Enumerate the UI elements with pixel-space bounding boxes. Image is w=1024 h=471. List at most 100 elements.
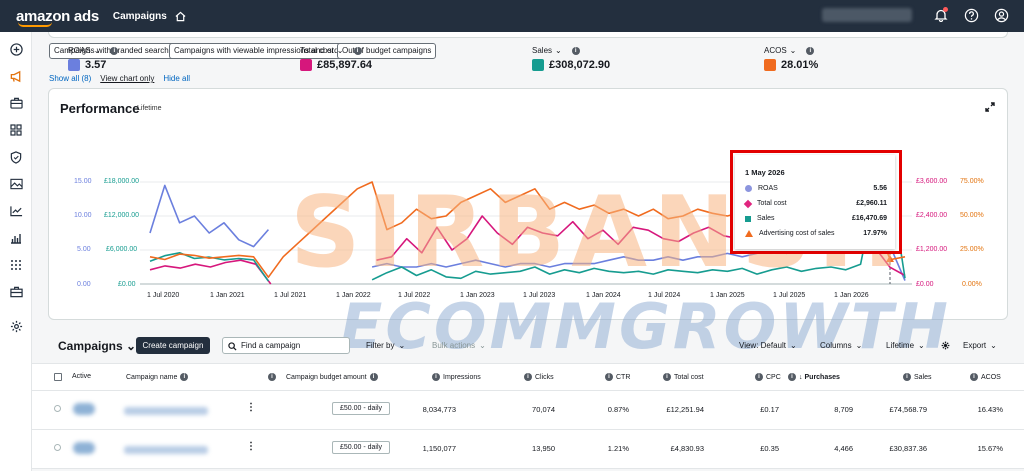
- megaphone-icon[interactable]: [9, 69, 23, 83]
- acos-axis-tick: 75.00%: [960, 178, 984, 185]
- columns-dropdown[interactable]: Columns ⌄: [820, 341, 862, 350]
- row-more-options-icon[interactable]: ⋮: [246, 403, 256, 413]
- bar-chart-icon[interactable]: [9, 231, 23, 245]
- budget-amount-field[interactable]: £50.00 - daily: [332, 402, 390, 415]
- info-icon[interactable]: i: [605, 373, 613, 381]
- chevron-down-icon: ⌄: [918, 341, 925, 350]
- info-icon[interactable]: i: [369, 373, 378, 381]
- grid-apps-icon[interactable]: [9, 123, 23, 137]
- column-acos[interactable]: i ACOS: [970, 373, 1001, 381]
- help-icon[interactable]: [962, 6, 980, 24]
- active-toggle[interactable]: [73, 442, 95, 454]
- column-info[interactable]: i: [268, 373, 276, 381]
- chevron-down-icon[interactable]: ⌄: [336, 46, 344, 55]
- metric-acos[interactable]: ACOS ⌄ i 28.01%: [764, 46, 818, 71]
- info-icon[interactable]: i: [571, 46, 580, 55]
- column-clicks[interactable]: i Clicks: [524, 373, 554, 381]
- watermark-ecommgrowth: ECOMMGROWTH: [340, 290, 951, 363]
- info-icon[interactable]: i: [755, 373, 763, 381]
- cell-purchases: 8,709: [834, 405, 853, 414]
- campaign-name-link[interactable]: [124, 407, 208, 415]
- metric-sales[interactable]: Sales ⌄ i £308,072.90: [532, 46, 610, 71]
- settings-gear-icon[interactable]: [9, 319, 23, 333]
- metric-total-cost[interactable]: Total cost ⌄ i £85,897.64: [300, 46, 372, 71]
- table-row[interactable]: [32, 391, 1024, 430]
- info-icon[interactable]: i: [110, 46, 119, 55]
- chevron-down-icon[interactable]: ⌄: [93, 46, 101, 55]
- roas-axis-tick: 10.00: [74, 212, 92, 219]
- chevron-down-icon[interactable]: ⌄: [555, 46, 562, 55]
- trend-line-icon[interactable]: [9, 204, 23, 218]
- x-axis-tick: 1 Jan 2024: [586, 292, 621, 299]
- column-campaign-budget-amount[interactable]: Campaign budget amount i: [286, 373, 378, 381]
- column-ctr[interactable]: i CTR: [605, 373, 630, 381]
- cell-sales: £74,568.79: [889, 405, 927, 414]
- show-all-link[interactable]: Show all (8): [49, 74, 92, 83]
- campaign-name-link[interactable]: [124, 446, 208, 454]
- shield-icon[interactable]: [9, 150, 23, 164]
- info-icon[interactable]: i: [903, 373, 911, 381]
- filter-by-dropdown[interactable]: Filter by ⌄: [366, 341, 405, 350]
- view-default-dropdown[interactable]: View: Default ⌄: [739, 341, 797, 350]
- lifetime-dropdown[interactable]: Lifetime ⌄: [886, 341, 925, 350]
- tooltip-value: £2,960.11: [856, 200, 887, 207]
- chevron-down-icon[interactable]: ⌄: [789, 46, 797, 55]
- column-cpc[interactable]: i CPC: [755, 373, 781, 381]
- view-chart-only-link[interactable]: View chart only: [100, 74, 155, 83]
- row-select-radio[interactable]: [54, 444, 61, 451]
- column-campaign-name[interactable]: Campaign name i: [126, 373, 189, 381]
- column-purchases[interactable]: i ↓ Purchases: [788, 373, 840, 381]
- column-campaign-name-label: Campaign name: [126, 373, 178, 381]
- dots-grid-icon[interactable]: [9, 258, 23, 272]
- find-campaign-input[interactable]: Find a campaign: [222, 337, 350, 354]
- info-icon[interactable]: i: [180, 373, 189, 381]
- info-icon[interactable]: i: [806, 46, 815, 55]
- info-icon[interactable]: i: [524, 373, 532, 381]
- app-name[interactable]: Campaigns: [112, 10, 167, 22]
- chevron-down-icon: ⌄: [855, 341, 863, 350]
- briefcase-icon[interactable]: [9, 96, 23, 110]
- create-campaign-button[interactable]: Create campaign: [136, 337, 210, 354]
- row-select-radio[interactable]: [54, 405, 61, 412]
- toolbox-icon[interactable]: [9, 285, 23, 299]
- table-settings-gear-icon[interactable]: [941, 341, 950, 350]
- campaigns-heading[interactable]: Campaigns ⌄: [58, 339, 136, 353]
- info-icon[interactable]: i: [353, 46, 362, 55]
- row-more-options-icon[interactable]: ⋮: [246, 442, 256, 452]
- home-icon[interactable]: [175, 10, 187, 22]
- notifications-bell-icon[interactable]: [932, 6, 950, 24]
- chevron-down-icon[interactable]: ⌄: [126, 339, 137, 353]
- chip-viewable-impressions[interactable]: Campaigns with viewable impressions and …: [169, 43, 355, 59]
- x-axis-tick: 1 Jul 2022: [398, 292, 431, 299]
- cost-axis-tick: £6,000.00: [106, 246, 138, 253]
- info-icon[interactable]: i: [970, 373, 978, 381]
- column-active[interactable]: Active: [72, 373, 92, 380]
- info-icon[interactable]: i: [663, 373, 671, 381]
- image-gallery-icon[interactable]: [9, 177, 23, 191]
- column-budget-label: Campaign budget amount: [286, 373, 367, 381]
- roas-axis-tick: 0.00: [77, 281, 91, 288]
- metric-roas[interactable]: ROAS ⌄ i 3.57: [68, 46, 119, 71]
- budget-amount-field[interactable]: £50.00 - daily: [332, 441, 390, 454]
- tooltip-row-sales: Sales £16,470.69: [745, 215, 887, 222]
- x-axis-tick: 1 Jul 2024: [648, 292, 681, 299]
- select-all-checkbox[interactable]: [54, 373, 62, 381]
- active-toggle[interactable]: [73, 403, 95, 415]
- account-selector[interactable]: [822, 8, 912, 22]
- info-icon[interactable]: i: [788, 373, 796, 381]
- cell-total-cost: £4,830.93: [670, 444, 704, 453]
- add-circle-icon[interactable]: [9, 42, 23, 56]
- info-icon[interactable]: i: [432, 373, 440, 381]
- info-icon[interactable]: i: [268, 373, 276, 381]
- export-dropdown[interactable]: Export ⌄: [963, 341, 997, 350]
- amazon-ads-logo[interactable]: amazon ads: [16, 7, 99, 25]
- column-sales[interactable]: i Sales: [903, 373, 932, 381]
- notification-dot: [943, 7, 948, 12]
- hide-all-link[interactable]: Hide all: [163, 74, 191, 83]
- column-impressions[interactable]: i Impressions: [432, 373, 481, 381]
- bulk-actions-dropdown[interactable]: Bulk actions ⌄: [432, 341, 486, 350]
- user-profile-icon[interactable]: [992, 6, 1010, 24]
- expand-icon[interactable]: [985, 102, 995, 112]
- chip-out-of-budget[interactable]: Out of budget campaigns: [337, 43, 437, 59]
- column-total-cost[interactable]: i Total cost: [663, 373, 704, 381]
